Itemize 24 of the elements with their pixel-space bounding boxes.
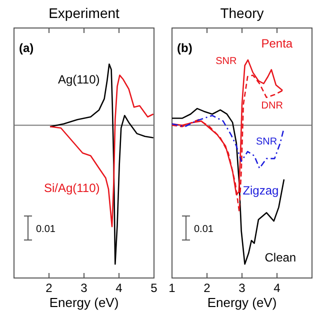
x-tick-label: 2 [204,281,211,295]
x-tick-label: 4 [274,281,281,295]
text: (a) [19,41,34,55]
text: (b) [177,41,192,55]
chart-title: Theory [220,5,264,21]
series-label: DNR [261,100,283,112]
x-tick-label: 4 [116,281,123,295]
x-axis-title: Energy (eV) [49,295,119,310]
annotation: Zigzag [242,184,279,198]
text: Penta [261,36,293,50]
x-tick-label: 3 [80,281,88,295]
annotation: 0.01 [36,224,56,235]
x-tick-label: 3 [238,281,246,295]
series-label: Ag(110) [58,72,100,87]
series-label: SNR [216,56,237,68]
series-label: SNR [256,136,278,148]
x-tick-label: 1 [168,281,176,295]
x-tick-label: 5 [150,281,158,295]
chart-title: Experiment [48,5,120,21]
x-axis-title: Energy (eV) [207,295,277,310]
series-label: Si/Ag(110) [44,180,100,195]
annotation: 0.01 [194,224,214,235]
series-label: Clean [264,250,296,264]
x-tick-label: 2 [46,281,53,295]
